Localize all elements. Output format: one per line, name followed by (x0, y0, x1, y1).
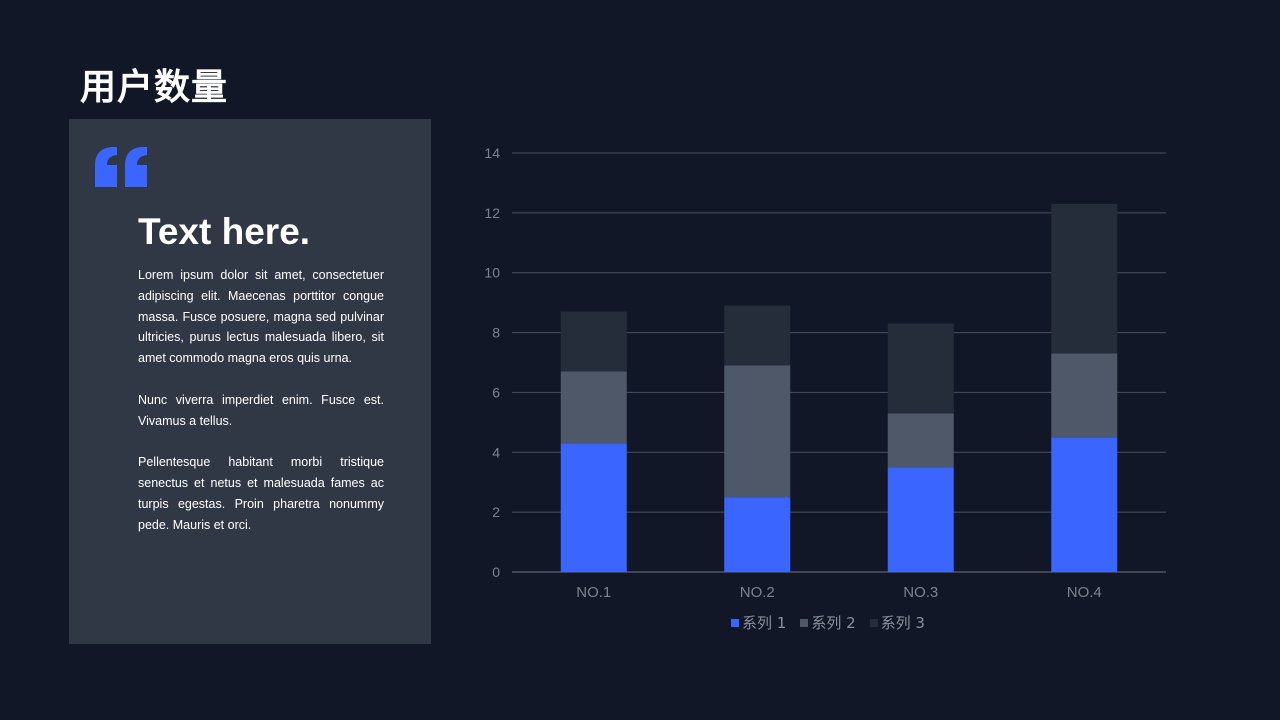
card-paragraph: Lorem ipsum dolor sit amet, consectetuer… (138, 268, 384, 366)
legend-swatch (800, 618, 809, 627)
bar-segment (887, 413, 954, 468)
y-tick-label: 8 (492, 325, 500, 341)
y-tick-label: 4 (492, 444, 500, 460)
bar-segment (724, 365, 791, 498)
y-tick-label: 6 (492, 384, 500, 400)
bar-segment (1051, 437, 1118, 572)
card-paragraph: Pellentesque habitant morbi tristique se… (138, 455, 384, 532)
x-tick-label: NO.1 (576, 584, 611, 601)
y-tick-label: 0 (492, 564, 500, 580)
card-paragraph: Nunc viverra imperdiet enim. Fusce est. … (138, 392, 384, 428)
bar-segment (724, 497, 791, 572)
page-title: 用户数量 (80, 67, 229, 108)
legend-item: 系列 1 (731, 612, 786, 633)
bar-segment (560, 371, 627, 444)
legend-item: 系列 2 (800, 612, 856, 633)
stacked-bar-chart: 0 2 4 6 8 10 12 14 NO.1 NO.2 NO.3 NO.4 (460, 120, 1200, 660)
bar-segment (887, 323, 954, 414)
chart-legend: 系列 1 系列 2 系列 3 (731, 612, 925, 633)
quote-mark-icon (95, 147, 147, 187)
bar-segment (1051, 353, 1118, 438)
x-tick-label: NO.3 (903, 584, 938, 601)
y-tick-label: 12 (484, 205, 500, 221)
legend-label: 系列 2 (811, 614, 856, 632)
legend-label: 系列 1 (742, 614, 787, 632)
bar-segment (1051, 203, 1118, 354)
bar-segment (887, 467, 954, 572)
card-heading: Text here. (138, 211, 311, 252)
bar-segment (560, 311, 627, 372)
bar-segment (724, 305, 791, 366)
x-tick-label: NO.2 (740, 584, 775, 601)
legend-swatch (869, 618, 878, 627)
legend-item: 系列 3 (869, 612, 925, 633)
quote-card: Text here. Lorem ipsum dolor sit amet, c… (69, 119, 431, 644)
legend-swatch (731, 618, 739, 627)
y-tick-label: 10 (484, 265, 500, 281)
y-tick-label: 14 (484, 145, 500, 161)
card-body: Lorem ipsum dolor sit amet, consectetuer… (138, 265, 384, 556)
chart-canvas: 0 2 4 6 8 10 12 14 NO.1 NO.2 NO.3 NO.4 (484, 145, 1166, 601)
legend-label: 系列 3 (880, 614, 925, 632)
y-tick-label: 2 (492, 504, 500, 520)
bar-segment (560, 443, 627, 572)
x-tick-label: NO.4 (1067, 584, 1102, 601)
